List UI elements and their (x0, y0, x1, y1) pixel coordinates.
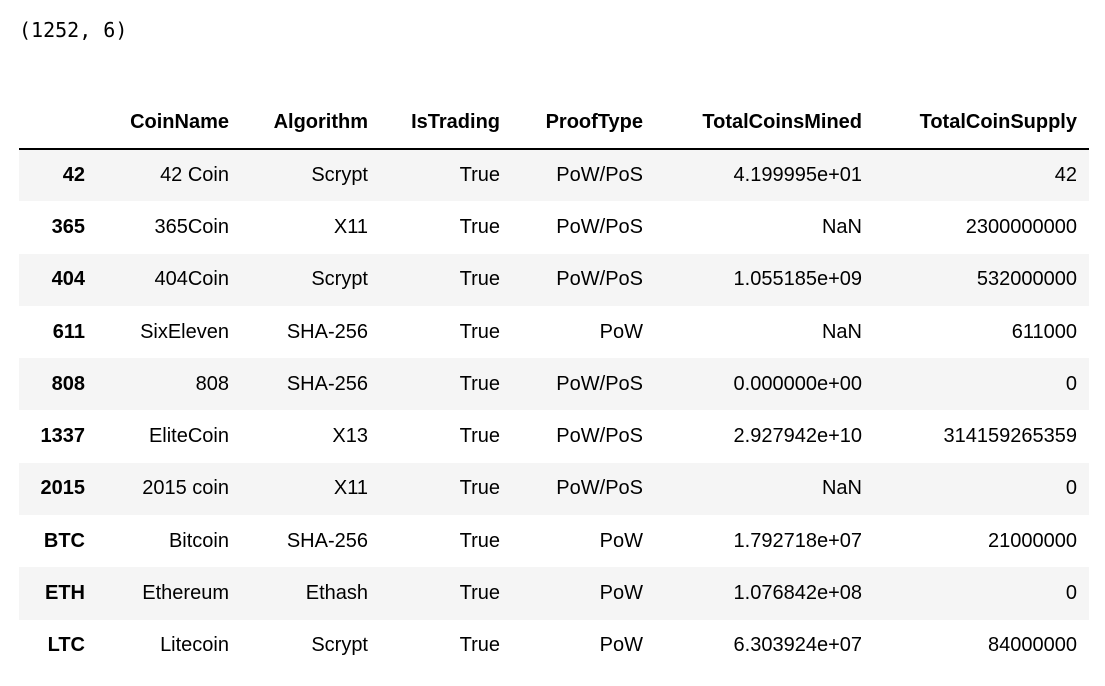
cell-totalcoinsupply: 532000000 (976, 268, 1077, 291)
column-header-totalcoinsupply: TotalCoinSupply (874, 96, 1089, 150)
cell-algorithm: X11 (333, 477, 368, 500)
cell-totalcoinsmined: 2.927942e+10 (733, 425, 862, 448)
cell-totalcoinsmined: 6.303924e+07 (733, 634, 862, 657)
table-row: 365 365Coin X11 True PoW/PoS NaN 2300000000 (19, 201, 1089, 254)
cell-coinname: 42 Coin (160, 164, 229, 187)
cell-totalcoinsmined: 1.792718e+07 (733, 529, 862, 552)
row-index: LTC (47, 634, 85, 657)
cell-totalcoinsupply: 611000 (1011, 320, 1077, 343)
shape-output: (1252, 6) (19, 18, 128, 42)
table-header: CoinName Algorithm IsTrading ProofType T… (19, 96, 1089, 150)
cell-prooftype: PoW/PoS (556, 425, 643, 448)
cell-prooftype: PoW/PoS (556, 477, 643, 500)
table-row: 42 42 Coin Scrypt True PoW/PoS 4.199995e+01 42 (19, 149, 1089, 202)
column-header-coinname: CoinName (97, 96, 241, 150)
cell-istrading: True (459, 634, 500, 657)
cell-totalcoinsupply: 0 (1065, 372, 1077, 395)
cell-coinname: 404Coin (154, 268, 229, 291)
row-index: 365 (51, 215, 85, 238)
row-index: 404 (51, 268, 85, 291)
row-index: 611 (52, 320, 85, 343)
column-header-istrading: IsTrading (380, 96, 512, 150)
table-row: 404 404Coin Scrypt True PoW/PoS 1.055185e+09 5… (19, 253, 1089, 306)
cell-totalcoinsupply: 42 (1054, 164, 1077, 187)
cell-istrading: True (459, 215, 500, 238)
cell-algorithm: X13 (332, 425, 368, 448)
cell-istrading: True (459, 372, 500, 395)
cell-algorithm: SHA-256 (286, 320, 368, 343)
cell-algorithm: SHA-256 (286, 372, 368, 395)
cell-prooftype: PoW/PoS (556, 372, 643, 395)
cell-algorithm: Ethash (305, 582, 368, 605)
cell-coinname: Litecoin (160, 634, 229, 657)
cell-prooftype: PoW (599, 320, 643, 343)
cell-totalcoinsmined: 4.199995e+01 (733, 164, 862, 187)
cell-algorithm: SHA-256 (286, 529, 368, 552)
cell-totalcoinsupply: 2300000000 (965, 215, 1077, 238)
cell-coinname: 808 (195, 372, 229, 395)
cell-coinname: 2015 coin (142, 477, 229, 500)
cell-istrading: True (459, 164, 500, 187)
cell-coinname: Ethereum (142, 582, 229, 605)
table-row: 1337 EliteCoin X13 True PoW/PoS 2.927942e+10 3… (19, 410, 1089, 463)
cell-prooftype: PoW/PoS (556, 164, 643, 187)
dataframe-table: CoinName Algorithm IsTrading ProofType T… (19, 96, 1089, 672)
cell-prooftype: PoW/PoS (556, 268, 643, 291)
cell-coinname: Bitcoin (168, 529, 229, 552)
cell-totalcoinsupply: 21000000 (988, 529, 1077, 552)
cell-istrading: True (459, 477, 500, 500)
cell-prooftype: PoW (599, 529, 643, 552)
column-header-algorithm: Algorithm (241, 96, 380, 150)
cell-totalcoinsmined: NaN (821, 320, 862, 343)
table-row: 611 SixEleven SHA-256 True PoW NaN 611000 (19, 305, 1089, 359)
cell-istrading: True (459, 529, 500, 552)
table-row: 2015 2015 coin X11 True PoW/PoS NaN 0 (19, 462, 1089, 516)
table-row: 808 808 SHA-256 True PoW/PoS 0.000000e+00 0 (19, 358, 1089, 411)
cell-totalcoinsupply: 84000000 (988, 634, 1077, 657)
row-index: 2015 (40, 477, 86, 500)
row-index: ETH (45, 582, 85, 605)
cell-totalcoinsmined: NaN (821, 477, 862, 500)
cell-coinname: 365Coin (154, 215, 229, 238)
cell-algorithm: Scrypt (311, 268, 368, 291)
column-header-prooftype: ProofType (512, 96, 655, 150)
cell-totalcoinsmined: NaN (821, 215, 862, 238)
cell-prooftype: PoW/PoS (556, 215, 643, 238)
cell-prooftype: PoW (599, 634, 643, 657)
cell-istrading: True (459, 268, 500, 291)
cell-prooftype: PoW (599, 582, 643, 605)
cell-totalcoinsmined: 1.055185e+09 (733, 268, 862, 291)
cell-istrading: True (459, 425, 500, 448)
cell-istrading: True (459, 320, 500, 343)
table-body: 42 42 Coin Scrypt True PoW/PoS 4.199995e+01 42… (19, 149, 1089, 672)
cell-algorithm: Scrypt (311, 634, 368, 657)
row-index: 1337 (40, 425, 86, 448)
cell-coinname: EliteCoin (148, 425, 229, 448)
cell-totalcoinsupply: 0 (1065, 582, 1077, 605)
table-row: ETH Ethereum Ethash True PoW 1.076842e+08 0 (19, 567, 1089, 620)
row-index: BTC (43, 529, 85, 552)
cell-totalcoinsupply: 314159265359 (943, 425, 1077, 448)
index-header (19, 96, 97, 150)
header-row: CoinName Algorithm IsTrading ProofType T… (19, 96, 1089, 150)
row-index: 42 (62, 164, 85, 187)
table-row: BTC Bitcoin SHA-256 True PoW 1.792718e+07 2100… (19, 515, 1089, 568)
cell-algorithm: Scrypt (311, 164, 368, 187)
cell-istrading: True (459, 582, 500, 605)
table-row: LTC Litecoin Scrypt True PoW 6.303924e+07 8400… (19, 619, 1089, 672)
cell-algorithm: X11 (333, 215, 368, 238)
column-header-totalcoinsmined: TotalCoinsMined (655, 96, 874, 150)
cell-totalcoinsmined: 1.076842e+08 (733, 582, 862, 605)
cell-totalcoinsupply: 0 (1065, 477, 1077, 500)
row-index: 808 (51, 372, 85, 395)
cell-totalcoinsmined: 0.000000e+00 (733, 372, 862, 395)
cell-coinname: SixEleven (140, 320, 229, 343)
